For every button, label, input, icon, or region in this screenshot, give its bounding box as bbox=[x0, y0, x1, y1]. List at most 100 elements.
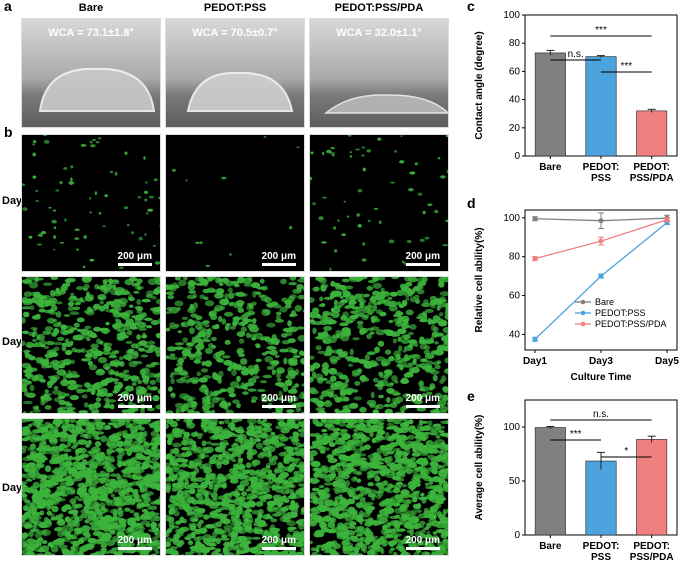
y-tick-label: 100 bbox=[503, 10, 520, 21]
y-tick-label: 80 bbox=[509, 252, 521, 263]
bar bbox=[534, 427, 566, 536]
y-tick-label: 40 bbox=[509, 329, 521, 340]
legend-marker bbox=[580, 321, 586, 327]
panel-label-e: e bbox=[467, 388, 475, 404]
scale-bar-label: 200 μm bbox=[405, 535, 440, 546]
y-axis-label: Contact angle (degree) bbox=[474, 31, 485, 139]
data-point bbox=[532, 216, 538, 222]
average-cell-ability-chart: 0 50 100 Average cell ability(%) Bare PEDOT: P… bbox=[474, 399, 678, 563]
micrograph-day3-pda: 200 μm bbox=[309, 276, 449, 414]
y-axis-label: Average cell ability(%) bbox=[474, 415, 485, 521]
legend-label: Bare bbox=[595, 297, 614, 307]
micrograph-day1-pda: 200 μm bbox=[309, 134, 449, 272]
x-tick-label: PEDOT: PSS/PDA bbox=[630, 541, 674, 563]
micrograph-day3-pedot: 200 μm bbox=[165, 276, 305, 414]
scale-bar-line bbox=[405, 263, 440, 266]
significance-label: * bbox=[624, 446, 628, 457]
x-tick-label: Bare bbox=[539, 162, 562, 173]
x-tick-label: Bare bbox=[539, 541, 562, 552]
droplet-pedot bbox=[186, 71, 294, 112]
scale-bar-line bbox=[261, 263, 296, 266]
scale-bar: 200 μm bbox=[261, 535, 296, 550]
panel-label-c: c bbox=[467, 0, 475, 14]
y-axis-label: Relative cell ability(%) bbox=[474, 227, 485, 332]
column-header-bare: Bare bbox=[78, 2, 104, 14]
x-tick-label: PEDOT: PSS bbox=[583, 541, 620, 563]
micrograph-day3-bare: 200 μm bbox=[21, 276, 161, 414]
micrograph-day5-bare: 200 μm bbox=[21, 418, 161, 556]
droplet-photo-pedot: WCA = 70.5±0.7° bbox=[165, 18, 305, 128]
x-axis-label: Culture Time bbox=[571, 372, 632, 383]
significance-label: *** bbox=[620, 61, 632, 72]
significance-label: *** bbox=[570, 429, 582, 440]
scale-bar-label: 200 μm bbox=[261, 251, 296, 262]
bar bbox=[636, 110, 668, 157]
column-header-pedot: PEDOT:PSS bbox=[203, 2, 267, 14]
scale-bar-label: 200 μm bbox=[405, 393, 440, 404]
scale-bar-line bbox=[117, 263, 152, 266]
scale-bar-label: 200 μm bbox=[117, 535, 152, 546]
scale-bar-line bbox=[261, 405, 296, 408]
panel-label-b: b bbox=[4, 124, 13, 140]
x-tick-label: Day3 bbox=[589, 356, 613, 367]
legend-marker bbox=[580, 310, 586, 316]
scale-bar: 200 μm bbox=[405, 251, 440, 266]
scale-bar-label: 200 μm bbox=[261, 535, 296, 546]
bar bbox=[636, 439, 668, 536]
data-point bbox=[598, 218, 604, 224]
cell-ability-line-chart: 40 60 80 100 Day1 Day3 Day5 Culture Time Relativ… bbox=[474, 209, 679, 383]
plot-frame bbox=[524, 209, 678, 351]
scale-bar-label: 200 μm bbox=[405, 251, 440, 262]
droplet-pda bbox=[323, 94, 448, 114]
y-tick-label: 100 bbox=[503, 422, 520, 433]
micrograph-day5-pedot: 200 μm bbox=[165, 418, 305, 556]
data-point bbox=[532, 256, 538, 262]
droplet-photo-bare: WCA = 73.1±1.8° bbox=[21, 18, 161, 128]
scale-bar-label: 200 μm bbox=[261, 393, 296, 404]
x-tick-label: Day1 bbox=[523, 356, 547, 367]
legend-label: PEDOT:PSS/PDA bbox=[595, 319, 667, 329]
panel-label-a: a bbox=[4, 0, 12, 14]
micrograph-day5-pda: 200 μm bbox=[309, 418, 449, 556]
significance-label: *** bbox=[595, 25, 607, 36]
scale-bar-line bbox=[405, 547, 440, 550]
y-tick-label: 0 bbox=[514, 530, 520, 541]
scale-bar-line bbox=[117, 405, 152, 408]
wca-label-pda: WCA = 32.0±1.1° bbox=[336, 27, 422, 39]
data-point bbox=[598, 273, 604, 279]
micrograph-day1-pedot: 200 μm bbox=[165, 134, 305, 272]
scale-bar: 200 μm bbox=[405, 535, 440, 550]
panel-label-d: d bbox=[467, 195, 476, 211]
legend-marker bbox=[580, 299, 586, 305]
contact-angle-chart: 0 20 40 60 80 100 Contact angle (degree) Bare PE… bbox=[474, 10, 678, 184]
legend-label: PEDOT:PSS bbox=[595, 308, 646, 318]
bar bbox=[534, 52, 566, 157]
y-tick-label: 50 bbox=[509, 476, 521, 487]
droplet-photo-pda: WCA = 32.0±1.1° bbox=[309, 18, 449, 128]
scale-bar: 200 μm bbox=[117, 393, 152, 408]
bar bbox=[585, 460, 617, 536]
scale-bar: 200 μm bbox=[261, 393, 296, 408]
data-point bbox=[664, 217, 670, 223]
data-point bbox=[532, 336, 538, 342]
scale-bar-line bbox=[405, 405, 440, 408]
scale-bar-label: 200 μm bbox=[117, 251, 152, 262]
x-tick-label: Day5 bbox=[655, 356, 679, 367]
scale-bar: 200 μm bbox=[405, 393, 440, 408]
wca-label-pedot: WCA = 70.5±0.7° bbox=[192, 27, 278, 39]
y-tick-label: 60 bbox=[509, 291, 521, 302]
y-tick-label: 40 bbox=[509, 95, 521, 106]
y-tick-label: 80 bbox=[509, 38, 521, 49]
x-tick-label: PEDOT: PSS/PDA bbox=[630, 162, 674, 184]
significance-label: n.s. bbox=[568, 49, 584, 60]
significance-label: n.s. bbox=[593, 409, 609, 420]
x-tick-label: PEDOT: PSS bbox=[583, 162, 620, 184]
scale-bar: 200 μm bbox=[117, 535, 152, 550]
y-tick-label: 20 bbox=[509, 123, 521, 134]
scale-bar-line bbox=[261, 547, 296, 550]
scale-bar-label: 200 μm bbox=[117, 393, 152, 404]
column-header-pda: PEDOT:PSS/PDA bbox=[334, 2, 424, 14]
scale-bar: 200 μm bbox=[117, 251, 152, 266]
y-tick-label: 100 bbox=[503, 213, 520, 224]
scale-bar-line bbox=[117, 547, 152, 550]
